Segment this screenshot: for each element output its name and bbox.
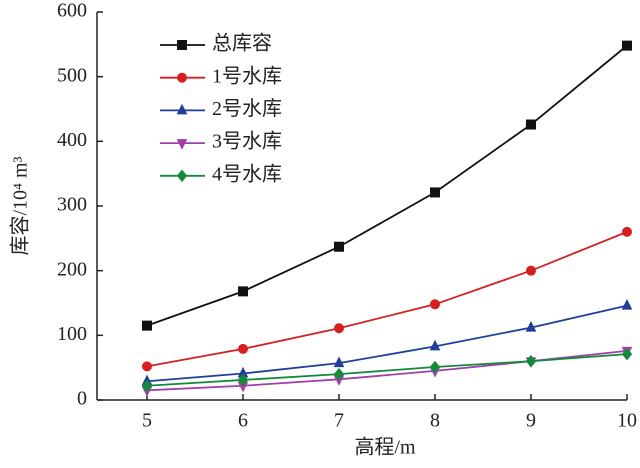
- marker: [621, 347, 633, 361]
- y-tick-label: 400: [57, 129, 87, 151]
- marker: [141, 379, 153, 393]
- marker: [142, 320, 152, 331]
- x-tick-label: 10: [617, 410, 637, 432]
- marker: [333, 367, 345, 381]
- marker: [176, 169, 188, 183]
- y-tick-label: 200: [57, 258, 87, 280]
- marker: [334, 323, 344, 334]
- legend-label: 3号水库: [212, 130, 282, 153]
- x-tick-label: 5: [142, 410, 152, 432]
- y-tick-label: 600: [57, 0, 87, 22]
- series-line: [146, 353, 628, 387]
- marker: [237, 373, 249, 387]
- series-line: [146, 231, 628, 368]
- marker: [333, 356, 345, 368]
- marker: [177, 40, 187, 50]
- marker: [177, 72, 187, 83]
- marker: [238, 286, 248, 297]
- legend-label: 2号水库: [212, 97, 282, 120]
- marker: [238, 343, 248, 354]
- marker: [429, 339, 441, 351]
- marker: [429, 360, 441, 374]
- legend-label: 1号水库: [212, 64, 282, 87]
- marker: [526, 265, 536, 276]
- y-tick-label: 100: [57, 323, 87, 345]
- marker: [526, 119, 536, 130]
- marker: [525, 320, 537, 332]
- marker: [142, 361, 152, 372]
- y-tick-label: 0: [77, 388, 87, 410]
- y-tick-label: 500: [57, 64, 87, 86]
- marker: [621, 298, 633, 310]
- series-line: [146, 44, 628, 327]
- legend-label: 总库容: [212, 32, 272, 55]
- legend-label: 4号水库: [212, 162, 282, 185]
- marker: [334, 241, 344, 252]
- marker: [525, 354, 537, 368]
- marker: [622, 40, 632, 51]
- x-tick-label: 7: [334, 410, 344, 432]
- marker: [176, 103, 188, 115]
- marker: [430, 299, 440, 310]
- x-axis-label: 高程/m: [354, 436, 416, 459]
- marker: [176, 139, 188, 150]
- x-tick-label: 8: [430, 410, 440, 432]
- series-line: [146, 304, 628, 383]
- marker: [622, 226, 632, 237]
- marker: [430, 187, 440, 198]
- x-tick-label: 6: [238, 410, 248, 432]
- y-axis-label: 库容/10⁴ m³: [9, 156, 32, 255]
- y-tick-label: 300: [57, 194, 87, 216]
- x-tick-label: 9: [526, 410, 536, 432]
